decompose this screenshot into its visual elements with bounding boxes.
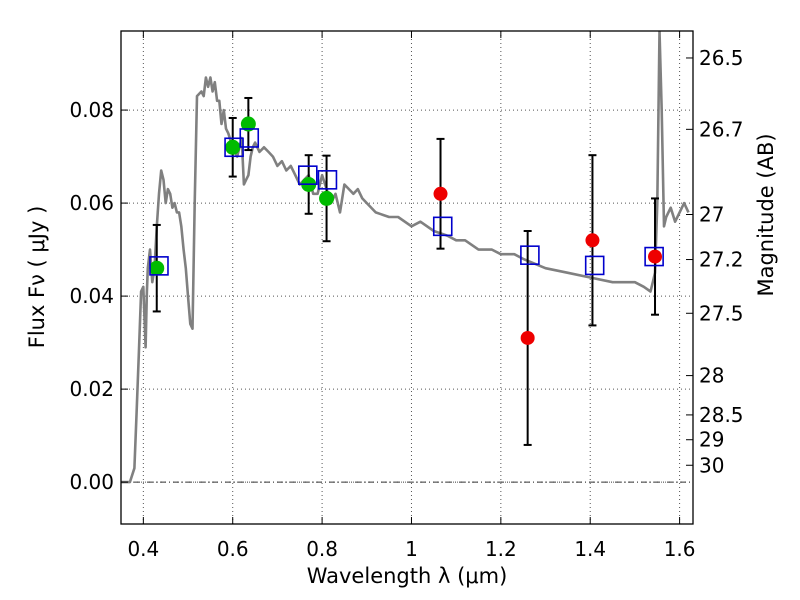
magnitude-tick-label: 28.5: [699, 403, 744, 427]
magnitude-tick-label: 27: [699, 203, 724, 227]
data-markers: [149, 116, 664, 345]
model-photometry-square: [317, 170, 338, 190]
magnitude-tick-label: 26.7: [699, 117, 744, 141]
data-point-red: [433, 186, 448, 201]
magnitude-tick-label: 27.5: [699, 301, 744, 325]
data-point-green: [240, 116, 256, 132]
x-tick-label: 0.6: [217, 537, 249, 561]
model-photometry-square: [644, 246, 664, 267]
y-tick-label: 0.06: [69, 191, 114, 215]
data-point-green: [319, 190, 335, 206]
x-tick-label: 1.2: [485, 537, 517, 561]
magnitude-tick-label: 26.5: [699, 46, 744, 70]
model-photometry-square: [584, 255, 605, 276]
magnitude-tick-label: 28: [699, 364, 724, 388]
x-tick-label: 0.4: [127, 537, 159, 561]
y-tick-label: 0.00: [69, 470, 114, 494]
data-point-red: [520, 330, 535, 345]
model-photometry-square: [432, 216, 453, 237]
model-photometry-square: [149, 256, 169, 276]
magnitude-tick-label: 30: [699, 453, 724, 477]
y-tick-label: 0.04: [69, 284, 114, 308]
x-tick-label: 1: [405, 537, 418, 561]
y-axis-label-right: Magnitude (AB): [754, 133, 778, 296]
x-tick-label: 0.8: [306, 537, 338, 561]
data-point-green: [225, 139, 241, 155]
axes-frame: 0.4 0.6 0.8 1 1.2 1.4 1.6 0.00 0.02 0.04 0.06 0.08 2…: [69, 30, 744, 561]
magnitude-tick-label: 27.2: [699, 248, 744, 272]
data-point-red: [585, 233, 600, 248]
grid-lines: [121, 31, 693, 524]
model-photometry-square: [520, 245, 540, 265]
y-tick-label: 0.08: [69, 98, 114, 122]
plot-frame: [120, 30, 694, 525]
x-tick-label: 1.4: [574, 537, 606, 561]
model-photometry-square: [239, 128, 260, 148]
model-photometry-square: [297, 165, 318, 185]
data-point-green: [149, 260, 165, 276]
axis-labels: Wavelength λ (μm) Flux Fν ( μJy ) Magnit…: [25, 133, 778, 588]
y-tick-label: 0.02: [69, 377, 114, 401]
data-point-red: [648, 249, 663, 264]
x-axis-label: Wavelength λ (μm): [307, 564, 508, 588]
y-axis-label: Flux Fν ( μJy ): [25, 206, 49, 349]
magnitude-tick-label: 29: [699, 428, 724, 452]
x-tick-label: 1.6: [664, 537, 696, 561]
